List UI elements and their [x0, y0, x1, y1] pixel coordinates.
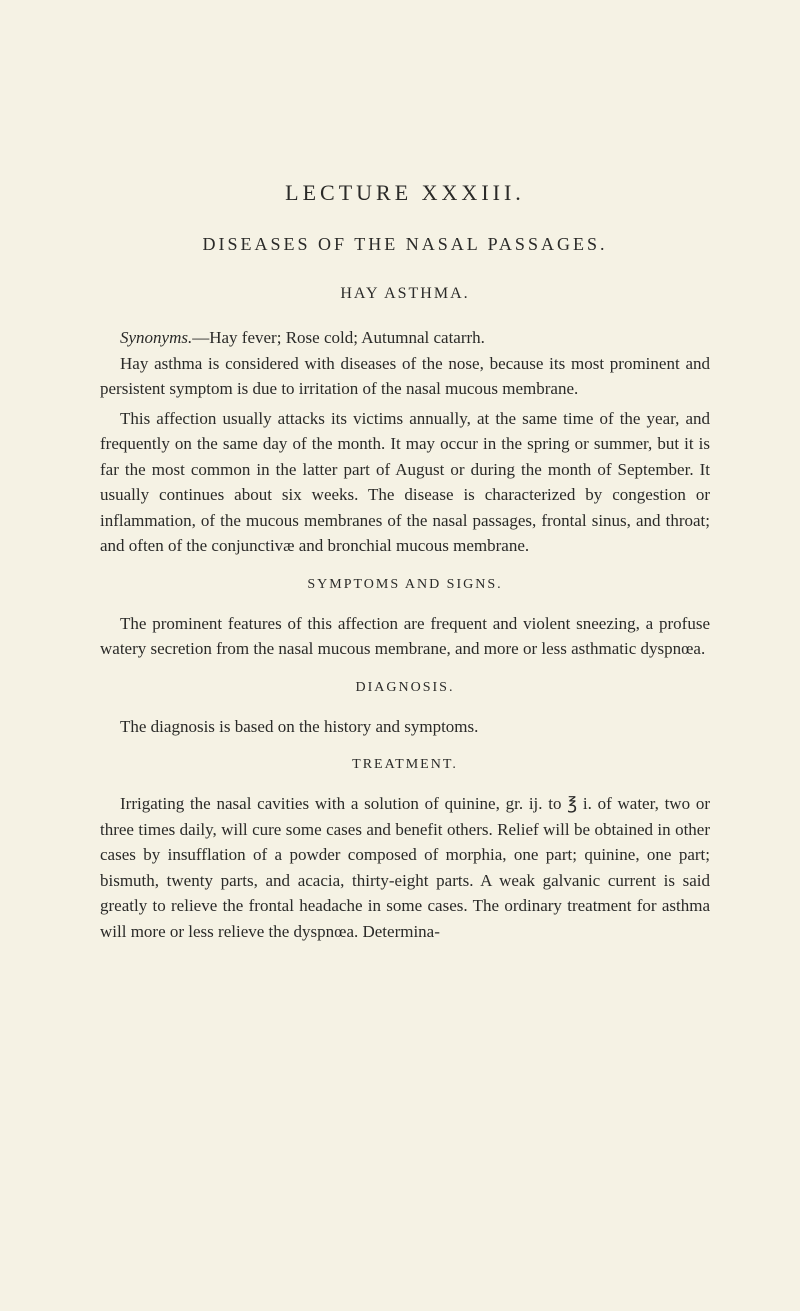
symptoms-paragraph: The prominent features of this affection… [100, 611, 710, 662]
intro-paragraph-2: This affection usually attacks its victi… [100, 406, 710, 559]
lecture-title: LECTURE XXXIII. [100, 180, 710, 206]
disease-title: HAY ASTHMA. [100, 285, 710, 303]
diagnosis-heading: DIAGNOSIS. [100, 680, 710, 696]
synonyms-line: Synonyms.—Hay fever; Rose cold; Autumnal… [100, 325, 710, 351]
synonyms-text: —Hay fever; Rose cold; Autumnal catarrh. [192, 328, 485, 347]
chapter-title: DISEASES OF THE NASAL PASSAGES. [100, 234, 710, 255]
synonyms-label: Synonyms. [120, 328, 192, 347]
treatment-heading: TREATMENT. [100, 757, 710, 773]
intro-paragraph-1: Hay asthma is considered with diseases o… [100, 351, 710, 402]
treatment-paragraph: Irrigating the nasal cavities with a sol… [100, 791, 710, 944]
diagnosis-paragraph: The diagnosis is based on the history an… [100, 714, 710, 740]
symptoms-heading: SYMPTOMS AND SIGNS. [100, 577, 710, 593]
